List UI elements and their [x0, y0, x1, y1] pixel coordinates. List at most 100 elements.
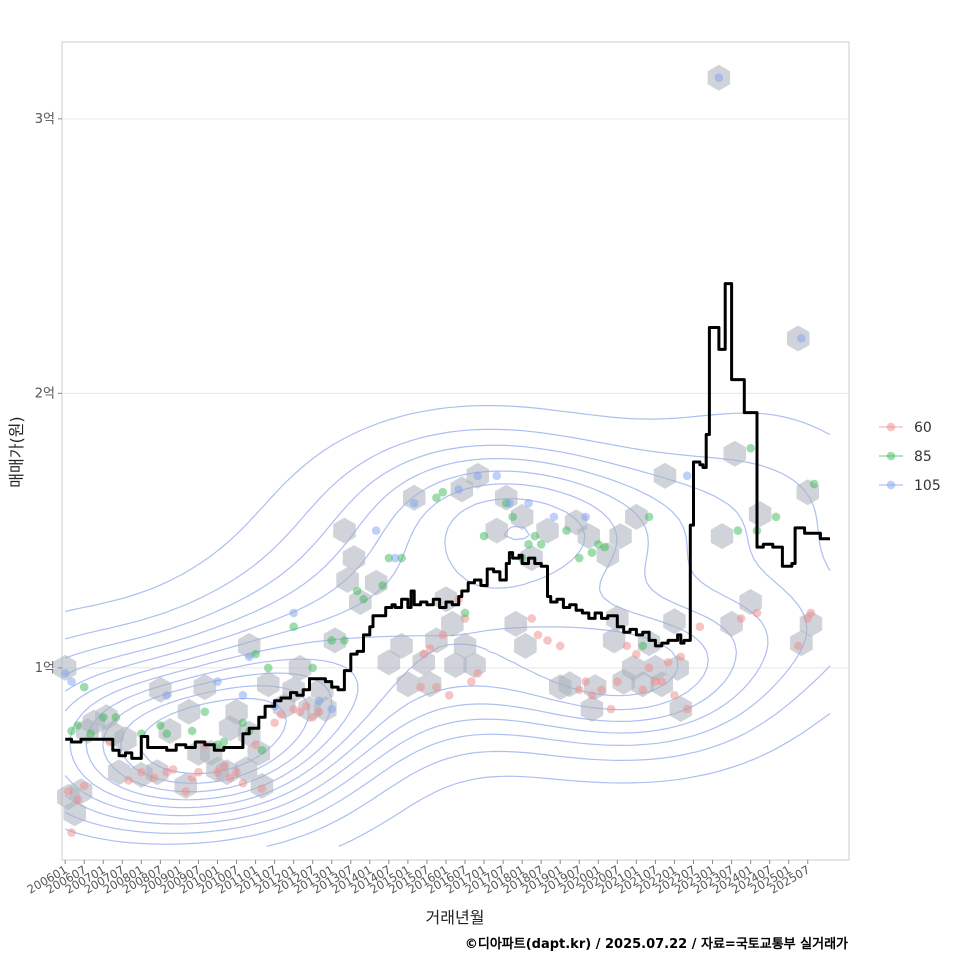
point-85	[327, 636, 337, 645]
legend-key-point	[886, 451, 896, 461]
point-85	[530, 531, 540, 541]
point-60	[251, 740, 260, 750]
y-tick-label: 2억	[35, 386, 55, 401]
point-85	[600, 542, 609, 552]
point-105	[409, 498, 419, 508]
hexbin	[444, 652, 467, 679]
point-60	[225, 773, 235, 782]
point-85	[809, 479, 819, 489]
point-60	[752, 608, 762, 618]
point-60	[793, 641, 803, 651]
legend-label: 60	[914, 420, 932, 436]
hexbin	[510, 503, 534, 530]
hexbin	[710, 523, 734, 550]
point-105	[390, 553, 400, 563]
hexbin	[485, 517, 508, 544]
y-tick-label: 3억	[35, 112, 55, 127]
hexbin	[336, 567, 359, 593]
point-60	[587, 691, 597, 700]
legend-label: 85	[914, 449, 932, 465]
hexbin	[390, 632, 413, 659]
point-105	[327, 704, 337, 714]
hexbin	[114, 726, 137, 753]
point-85	[384, 553, 394, 563]
point-85	[771, 512, 781, 522]
hexbin	[441, 610, 464, 637]
point-85	[86, 729, 95, 739]
point-85	[238, 718, 248, 728]
hexbin	[396, 671, 420, 698]
point-85	[378, 581, 387, 590]
point-60	[555, 641, 565, 651]
point-60	[613, 677, 622, 686]
point-60	[137, 767, 146, 777]
hexbin	[580, 696, 604, 722]
hexbin	[288, 654, 312, 681]
point-60	[663, 658, 673, 667]
point-60	[73, 795, 83, 804]
point-105	[524, 498, 533, 508]
x-tick-label: 202507	[767, 862, 812, 896]
point-105	[60, 669, 70, 678]
point-85	[359, 594, 368, 604]
point-85	[562, 526, 571, 535]
y-tick-label: 1억	[35, 661, 55, 676]
point-60	[308, 712, 317, 722]
point-60	[438, 630, 448, 640]
point-85	[73, 721, 83, 730]
point-85	[587, 548, 597, 557]
point-60	[676, 652, 686, 662]
plot-panel	[61, 41, 850, 861]
hexbin	[504, 610, 528, 637]
point-60	[632, 649, 641, 659]
point-85	[340, 636, 349, 645]
point-85	[438, 487, 448, 497]
point-60	[295, 707, 305, 717]
point-60	[213, 767, 222, 777]
point-60	[806, 608, 816, 618]
hexbin	[536, 517, 559, 544]
point-85	[644, 512, 654, 522]
point-60	[622, 641, 632, 651]
point-85	[200, 707, 210, 717]
point-105	[473, 471, 483, 481]
point-85	[638, 641, 648, 651]
point-60	[181, 787, 191, 796]
point-105	[581, 512, 590, 522]
point-105	[244, 652, 254, 662]
point-60	[682, 704, 692, 714]
hexbin	[609, 523, 632, 550]
point-105	[505, 498, 514, 508]
point-60	[606, 704, 616, 714]
density-contour	[64, 458, 769, 834]
trend-line	[65, 282, 830, 760]
point-85	[397, 553, 406, 563]
chart-caption: ©디아파트(dapt.kr) / 2025.07.22 / 자료=국토교통부 실…	[465, 936, 848, 952]
point-60	[467, 677, 476, 686]
hexbin	[748, 501, 772, 528]
hexbin	[602, 627, 626, 654]
point-60	[168, 765, 178, 774]
point-60	[657, 677, 667, 686]
point-60	[432, 682, 441, 692]
point-85	[508, 512, 517, 522]
point-60	[302, 701, 311, 711]
point-60	[124, 776, 133, 785]
point-85	[479, 531, 489, 541]
point-105	[238, 691, 248, 700]
point-60	[644, 663, 654, 673]
hexbin	[631, 671, 654, 698]
legend: 60 85 105	[879, 420, 941, 494]
x-axis-ticks: 2006012006072007012007072008012008072009…	[25, 860, 812, 897]
hexbin	[669, 696, 693, 722]
hexbin	[193, 674, 217, 701]
point-105	[492, 471, 502, 481]
legend-key-point	[886, 422, 896, 432]
hexbin	[257, 671, 280, 698]
hexbin	[663, 608, 686, 635]
point-105	[797, 334, 806, 343]
point-60	[543, 636, 552, 645]
point-85	[460, 608, 470, 618]
point-60	[314, 707, 324, 717]
